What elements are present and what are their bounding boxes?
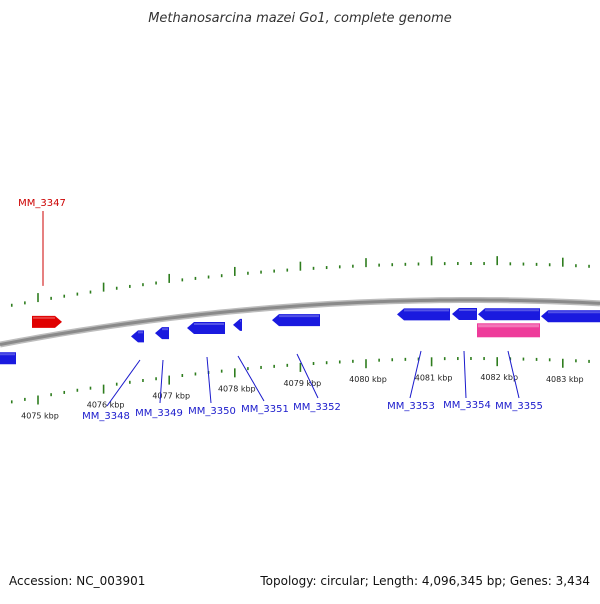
gene-leader-line bbox=[296, 353, 319, 399]
gene-leader-line bbox=[237, 355, 265, 402]
reverse-gene-arrow[interactable] bbox=[272, 314, 320, 327]
gene-group[interactable] bbox=[0, 308, 600, 365]
gene-label: MM_3352 bbox=[293, 402, 341, 413]
gene-leader-line bbox=[409, 350, 422, 399]
label-group: MM_3347 MM_3348 MM_3349 MM_3350 MM_3351 MM_33… bbox=[18, 198, 543, 422]
reverse-gene-arrow[interactable] bbox=[131, 330, 144, 343]
gene-leader-line bbox=[507, 350, 520, 399]
gene-leader-line bbox=[206, 356, 212, 404]
gene-leader-line bbox=[106, 359, 141, 407]
map-title: Methanosarcina mazei Go1, complete genom… bbox=[148, 11, 452, 26]
other-feature-block[interactable] bbox=[477, 323, 540, 338]
gene-leader-line bbox=[463, 350, 467, 399]
reverse-gene-arrow[interactable] bbox=[233, 318, 242, 331]
reverse-gene-arrow[interactable] bbox=[0, 352, 16, 365]
gene-label: MM_3351 bbox=[241, 404, 289, 415]
accession-text: Accession: NC_003901 bbox=[9, 574, 146, 588]
backbone-line bbox=[0, 298, 600, 347]
kbp-tick-label: 4083 kbp bbox=[546, 375, 584, 384]
kbp-tick-label: 4081 kbp bbox=[415, 373, 453, 382]
reverse-gene-arrow[interactable] bbox=[155, 327, 169, 340]
gene-label: MM_3350 bbox=[188, 406, 236, 417]
kbp-tick-label: 4082 kbp bbox=[480, 373, 518, 382]
kbp-tick-label: 4078 kbp bbox=[218, 384, 256, 393]
reverse-gene-arrow[interactable] bbox=[478, 308, 540, 321]
kbp-tick-label: 4079 kbp bbox=[284, 379, 322, 388]
kbp-tick-label: 4076 kbp bbox=[87, 401, 125, 410]
kbp-tick-label: 4080 kbp bbox=[349, 375, 387, 384]
gene-leader-line bbox=[159, 359, 164, 404]
forward-gene-arrow[interactable] bbox=[32, 315, 62, 328]
reverse-gene-arrow[interactable] bbox=[187, 322, 225, 335]
genome-stats-text: Topology: circular; Length: 4,096,345 bp… bbox=[260, 574, 590, 588]
gene-label: MM_3353 bbox=[387, 401, 435, 412]
backbone-group bbox=[0, 296, 600, 348]
kbp-tick-label: 4077 kbp bbox=[152, 392, 190, 401]
tick-group: 4075 kbp 4076 kbp 4077 kbp 4078 kbp 4079 kbp… bbox=[10, 256, 590, 420]
gene-label: MM_3348 bbox=[82, 411, 130, 422]
gene-label: MM_3347 bbox=[18, 198, 66, 209]
reverse-gene-arrow[interactable] bbox=[452, 308, 477, 321]
gene-label: MM_3349 bbox=[135, 408, 183, 419]
kbp-tick-label: 4075 kbp bbox=[21, 411, 59, 420]
reverse-gene-arrow[interactable] bbox=[397, 308, 450, 321]
reverse-gene-arrow[interactable] bbox=[541, 310, 600, 323]
gene-label: MM_3354 bbox=[443, 400, 491, 411]
other-feature-highlight bbox=[478, 324, 539, 328]
gene-label: MM_3355 bbox=[495, 401, 543, 412]
